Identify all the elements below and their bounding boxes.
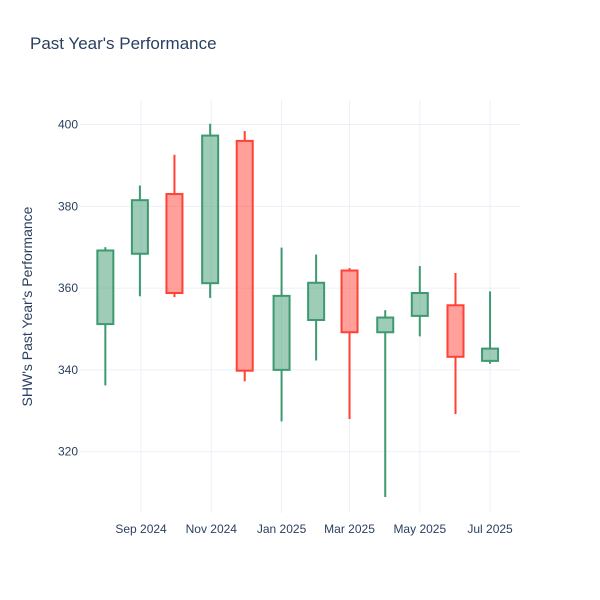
y-axis-title: SHW's Past Year's Performance (19, 206, 35, 406)
candle-body (201, 134, 220, 285)
x-tick-label: May 2025 (393, 522, 446, 536)
candle-body (96, 249, 115, 326)
y-tick-label: 320 (58, 445, 78, 459)
candle-increasing[interactable] (201, 123, 220, 298)
candle-body (235, 139, 254, 372)
x-tick-label: Mar 2025 (324, 522, 375, 536)
label-layer: 320 340 360 380 400 Sep 2024 Nov 2024 Jan 2025 M… (19, 118, 513, 536)
candle-body (272, 294, 291, 371)
candle-increasing[interactable] (96, 247, 115, 386)
candle-increasing[interactable] (410, 266, 429, 337)
y-tick-label: 360 (58, 281, 78, 295)
x-tick-label: Nov 2024 (186, 522, 238, 536)
y-tick-label: 380 (58, 199, 78, 213)
y-tick-label: 400 (58, 118, 78, 132)
candle-body (130, 199, 149, 255)
candle-body (446, 304, 465, 358)
candle-increasing[interactable] (130, 185, 149, 297)
candle-increasing[interactable] (272, 247, 291, 422)
candle-increasing[interactable] (481, 291, 500, 364)
candle-body (340, 269, 359, 334)
candle-body (307, 281, 326, 321)
candle-increasing[interactable] (307, 254, 326, 361)
candle-decreasing[interactable] (446, 272, 465, 415)
candle-decreasing[interactable] (235, 131, 254, 382)
x-tick-label: Sep 2024 (115, 522, 167, 536)
candle-decreasing[interactable] (340, 268, 359, 419)
candle-body (410, 292, 429, 317)
candle-increasing[interactable] (376, 310, 395, 498)
y-tick-label: 340 (58, 363, 78, 377)
candle-body (481, 347, 500, 362)
chart-title: Past Year's Performance (30, 34, 217, 53)
x-tick-label: Jan 2025 (257, 522, 307, 536)
candle-body (165, 193, 184, 295)
x-tick-label: Jul 2025 (467, 522, 513, 536)
candle-layer (96, 123, 500, 498)
candle-decreasing[interactable] (165, 154, 184, 298)
candle-body (376, 316, 395, 334)
